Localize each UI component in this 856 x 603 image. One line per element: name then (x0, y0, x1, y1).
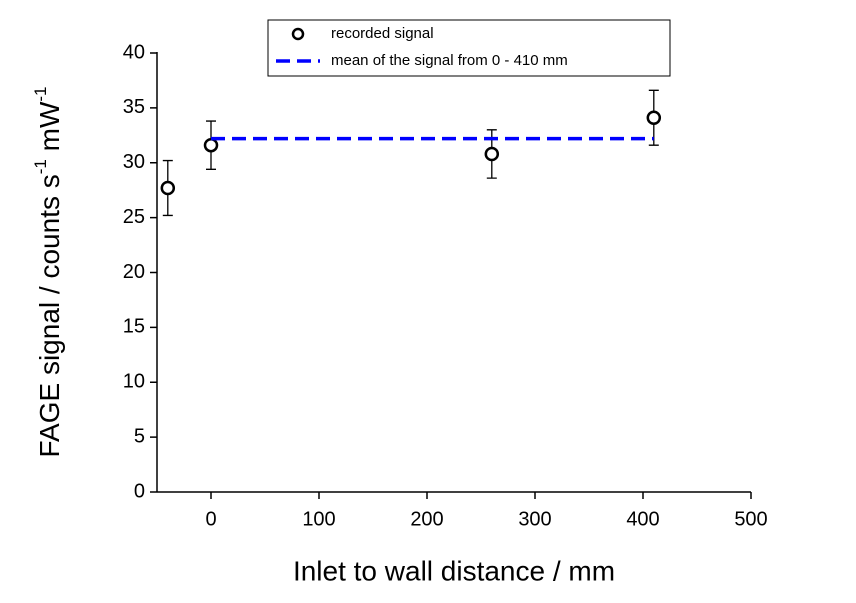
y-axis-title-sup: -1 (31, 86, 50, 101)
data-point (646, 110, 662, 126)
x-tick-label: 200 (410, 508, 443, 530)
x-tick-label: 300 (518, 508, 551, 530)
legend-swatch (291, 27, 305, 41)
x-tick-label: 0 (205, 508, 216, 530)
x-tick-label: 500 (734, 508, 767, 530)
y-tick-label: 5 (134, 425, 145, 447)
legend-label: mean of the signal from 0 - 410 mm (331, 52, 568, 69)
y-axis-title-part: mW (34, 101, 65, 159)
y-tick-label: 30 (123, 151, 145, 173)
y-tick-label: 25 (123, 206, 145, 228)
data-point (160, 180, 176, 196)
legend-label: recorded signal (331, 25, 434, 42)
y-tick-label: 20 (123, 261, 145, 283)
y-axis-title: FAGE signal / counts s-1 mW-1 (31, 86, 65, 457)
data-point (203, 137, 219, 153)
y-axis-title-sup: -1 (31, 159, 50, 174)
y-tick-label: 35 (123, 96, 145, 118)
x-axis-title: Inlet to wall distance / mm (293, 555, 615, 586)
y-tick-label: 0 (134, 480, 145, 502)
y-tick-label: 40 (123, 41, 145, 63)
x-tick-label: 100 (302, 508, 335, 530)
y-tick-label: 10 (123, 371, 145, 393)
y-tick-label: 15 (123, 316, 145, 338)
legend-box (267, 19, 671, 77)
data-point (484, 146, 500, 162)
x-tick-label: 400 (626, 508, 659, 530)
y-axis-title-part: FAGE signal / counts s (34, 174, 65, 457)
